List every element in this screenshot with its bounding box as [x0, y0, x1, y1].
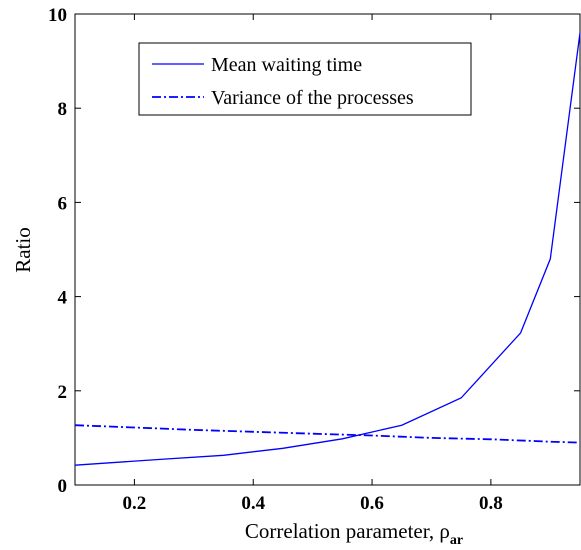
y-tick-label: 10 [48, 5, 67, 26]
axis-layer: 0.2 0.4 0.6 0.8 0 2 4 6 8 10 [48, 5, 580, 514]
legend-box [138, 42, 472, 116]
x-tick-label: 0.6 [360, 493, 384, 514]
y-tick-label: 4 [58, 288, 68, 309]
x-axis-label-subscript: ar [450, 533, 463, 548]
series-line-variance-of-the-processes [74, 424, 581, 444]
y-tick-label: 2 [58, 382, 68, 403]
legend-label-mean-waiting-time: Mean waiting time [211, 54, 362, 76]
x-axis-label: Correlation parameter, ρar [245, 519, 463, 548]
y-tick-label: 6 [58, 193, 68, 214]
series-layer [74, 32, 581, 466]
x-axis-label-main: Correlation parameter, ρ [245, 519, 450, 543]
x-tick-label: 0.8 [479, 493, 503, 514]
y-axis-label: Ratio [11, 227, 35, 273]
legend-label-variance-of-the-processes: Variance of the processes [211, 87, 414, 109]
x-tick-label: 0.2 [123, 493, 147, 514]
y-tick-label: 8 [58, 99, 68, 120]
y-tick-label: 0 [58, 476, 68, 497]
legend: Mean waiting time Variance of the proces… [138, 42, 472, 116]
series-line-mean-waiting-time [74, 32, 581, 466]
x-tick-label: 0.4 [241, 493, 265, 514]
